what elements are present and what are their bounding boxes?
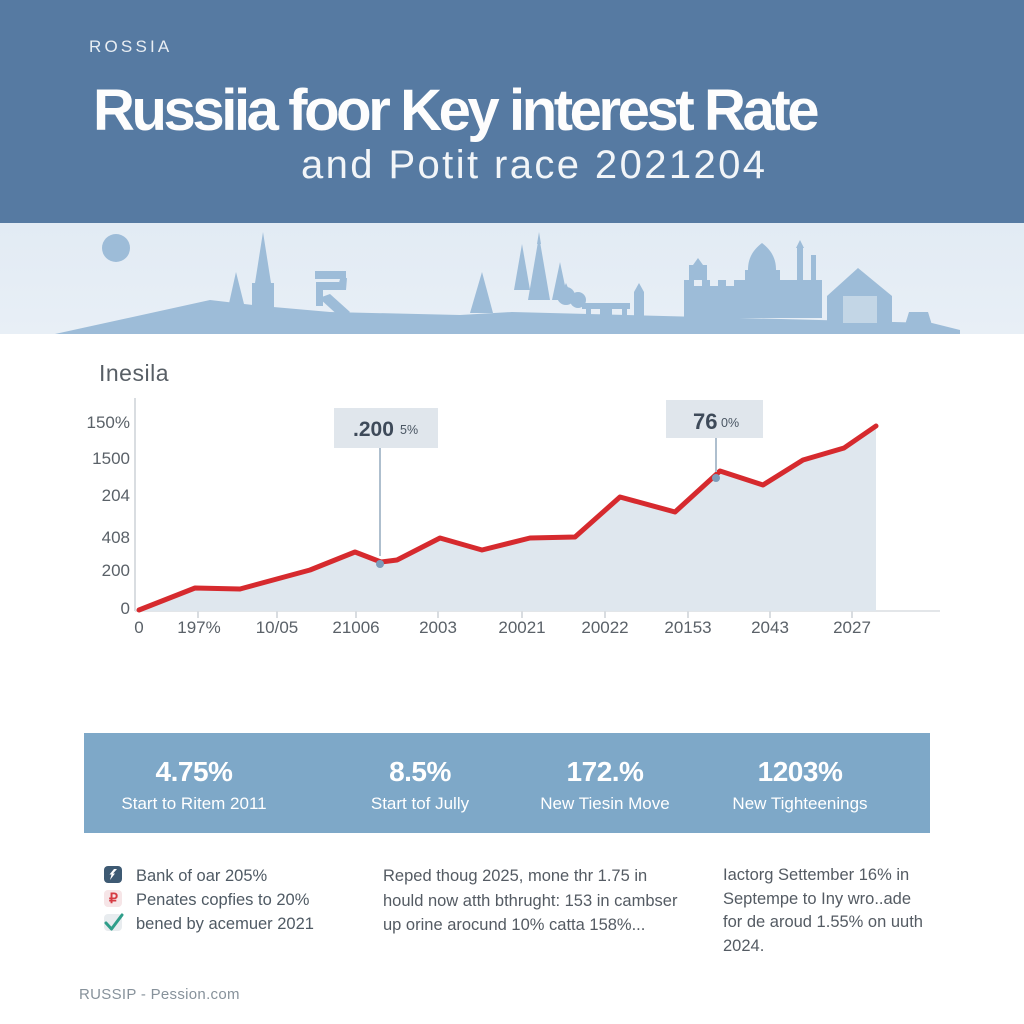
svg-text:1500: 1500 [92, 449, 130, 468]
svg-text:76: 76 [693, 409, 717, 434]
svg-text:408: 408 [102, 528, 130, 547]
svg-text:2043: 2043 [751, 618, 789, 637]
svg-text:0: 0 [134, 618, 143, 637]
svg-text:10/05: 10/05 [256, 618, 299, 637]
svg-text:204: 204 [102, 486, 130, 505]
svg-text:2003: 2003 [419, 618, 457, 637]
svg-text:150%: 150% [87, 413, 130, 432]
svg-text:2027: 2027 [833, 618, 871, 637]
svg-text:5%: 5% [400, 423, 418, 437]
svg-text:20021: 20021 [498, 618, 545, 637]
svg-text:197%: 197% [177, 618, 220, 637]
svg-text:.200: .200 [353, 418, 394, 441]
svg-text:20153: 20153 [664, 618, 711, 637]
svg-text:0%: 0% [721, 416, 739, 430]
svg-text:200: 200 [102, 561, 130, 580]
svg-text:21006: 21006 [332, 618, 379, 637]
svg-text:0: 0 [121, 599, 130, 618]
svg-text:20022: 20022 [581, 618, 628, 637]
